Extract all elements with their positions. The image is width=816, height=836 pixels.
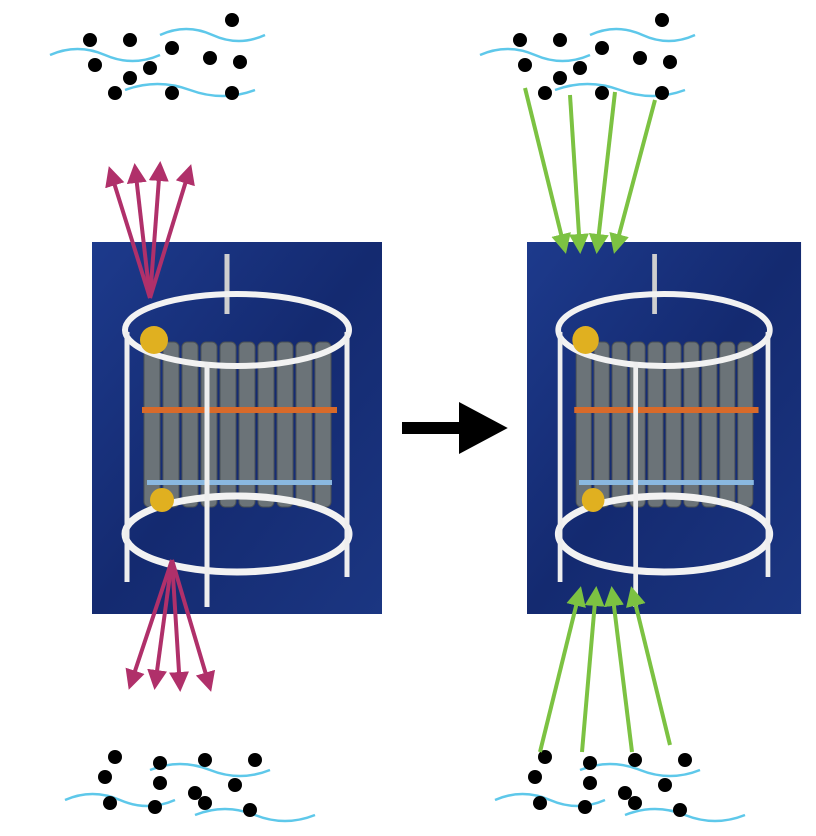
particle	[198, 753, 212, 767]
flux-arrow	[125, 559, 174, 690]
particle	[153, 756, 167, 770]
water-wave	[149, 762, 271, 778]
particle	[533, 796, 547, 810]
particle	[583, 776, 597, 790]
flux-arrow	[580, 586, 605, 753]
rosette-photo	[92, 242, 382, 614]
particle	[628, 753, 642, 767]
flux-arrow	[148, 164, 195, 299]
particle	[153, 776, 167, 790]
particle	[188, 786, 202, 800]
particle	[538, 86, 552, 100]
particle	[248, 753, 262, 767]
water-wave	[159, 27, 266, 43]
rosette-photo	[527, 242, 801, 614]
particle	[538, 750, 552, 764]
particle	[673, 803, 687, 817]
water-wave	[624, 807, 746, 823]
particle	[553, 71, 567, 85]
flux-arrow	[170, 559, 216, 692]
flux-arrow	[105, 166, 152, 299]
flux-arrow	[126, 163, 152, 299]
particle	[103, 796, 117, 810]
particle	[583, 756, 597, 770]
water-wave	[49, 47, 161, 63]
particle	[198, 796, 212, 810]
particle	[633, 51, 647, 65]
particle	[595, 86, 609, 100]
particle	[123, 71, 137, 85]
particle	[225, 86, 239, 100]
particle	[618, 786, 632, 800]
flux-arrow	[626, 586, 672, 746]
particle	[655, 86, 669, 100]
particle	[203, 51, 217, 65]
particle	[165, 41, 179, 55]
water-wave	[479, 47, 591, 63]
process-arrow	[402, 402, 508, 454]
water-wave	[194, 807, 316, 823]
particle	[573, 61, 587, 75]
flux-arrow	[523, 87, 571, 254]
particle	[88, 58, 102, 72]
particle	[83, 33, 97, 47]
particle	[578, 800, 592, 814]
particle	[655, 13, 669, 27]
particle	[225, 13, 239, 27]
flux-arrow	[147, 559, 174, 690]
particle	[165, 86, 179, 100]
particle	[595, 41, 609, 55]
particle	[108, 86, 122, 100]
particle	[553, 33, 567, 47]
particle	[518, 58, 532, 72]
particle	[233, 55, 247, 69]
particle	[228, 778, 242, 792]
flux-arrow	[538, 586, 586, 753]
particle	[143, 61, 157, 75]
particle	[123, 33, 137, 47]
flux-arrow	[169, 559, 189, 692]
particle	[108, 750, 122, 764]
particle	[243, 803, 257, 817]
flux-arrow	[604, 586, 634, 753]
flux-arrow	[568, 94, 589, 254]
water-wave	[589, 27, 696, 43]
particle	[513, 33, 527, 47]
particle	[663, 55, 677, 69]
water-wave	[579, 762, 701, 778]
particle	[148, 800, 162, 814]
particle	[528, 770, 542, 784]
particles	[49, 13, 746, 823]
flux-arrow	[148, 161, 169, 299]
particle	[658, 778, 672, 792]
particle	[98, 770, 112, 784]
particle	[628, 796, 642, 810]
flux-arrow	[588, 91, 617, 254]
flux-arrow	[609, 99, 657, 254]
particle	[678, 753, 692, 767]
